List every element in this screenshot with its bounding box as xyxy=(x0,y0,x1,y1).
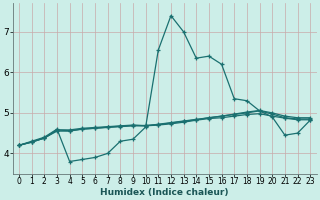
X-axis label: Humidex (Indice chaleur): Humidex (Indice chaleur) xyxy=(100,188,229,197)
